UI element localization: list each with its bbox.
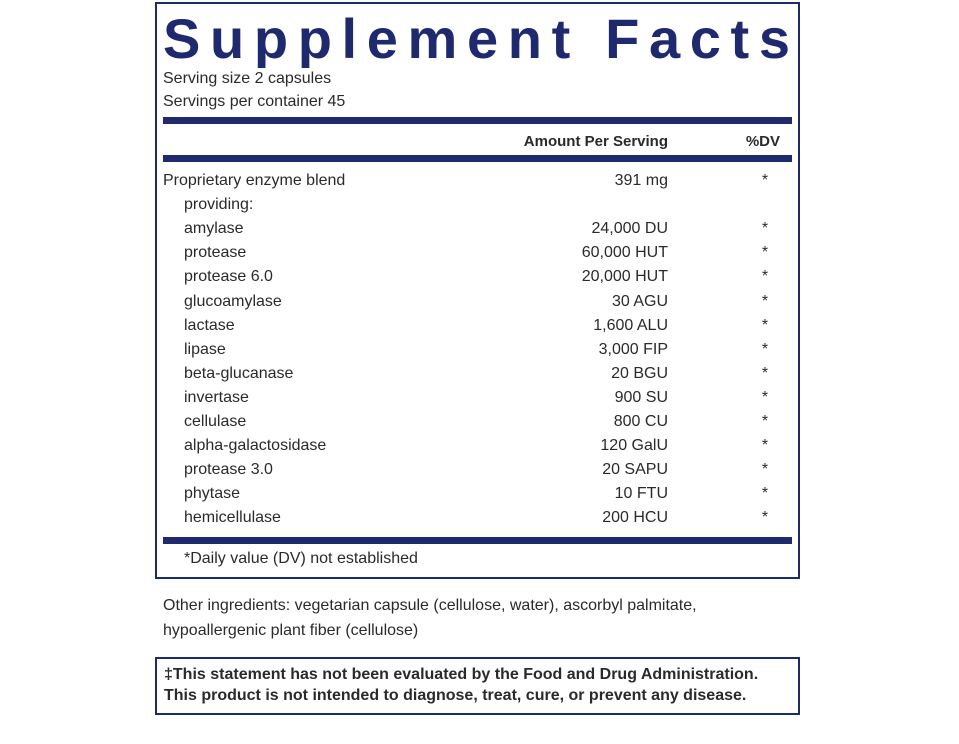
blend-name: Proprietary enzyme blend bbox=[163, 172, 346, 189]
serving-size: Serving size 2 capsules bbox=[163, 70, 332, 87]
amount: 24,000 DU bbox=[591, 220, 669, 238]
ingredient-name: protease 3.0 bbox=[184, 461, 273, 479]
divider bbox=[163, 155, 792, 162]
amount: 1,600 ALU bbox=[593, 316, 668, 334]
amount: 60,000 HUT bbox=[581, 244, 668, 262]
amount: 800 CU bbox=[613, 413, 668, 430]
ingredient-name: phytase bbox=[184, 485, 241, 503]
dv: * bbox=[761, 485, 769, 503]
ingredient-name: lipase bbox=[184, 340, 226, 358]
amount: 120 GalU bbox=[600, 437, 668, 455]
amount: 10 FTU bbox=[614, 485, 668, 503]
ingredient-name: protease 6.0 bbox=[184, 268, 273, 286]
amount: 200 HCU bbox=[602, 509, 668, 527]
dv-header: %DV bbox=[745, 133, 780, 150]
ingredient-name: invertase bbox=[184, 388, 249, 406]
facts-box bbox=[155, 2, 800, 579]
amount: 20 BGU bbox=[611, 364, 668, 382]
dv: * bbox=[761, 268, 769, 286]
amount: 3,000 FIP bbox=[598, 340, 668, 358]
other-ingredients: Other ingredients: vegetarian capsule (c… bbox=[163, 597, 697, 614]
other-ingredients: hypoallergenic plant fiber (cellulose) bbox=[163, 622, 419, 639]
dv: * bbox=[761, 509, 769, 527]
amount-header: Amount Per Serving bbox=[523, 133, 668, 150]
footnote: *Daily value (DV) not established bbox=[184, 550, 418, 567]
blend-note: providing: bbox=[184, 196, 254, 214]
title: Supplement Facts bbox=[163, 8, 790, 68]
disclaimer: ‡This statement has not been evaluated b… bbox=[164, 666, 759, 683]
divider bbox=[163, 537, 792, 544]
divider bbox=[163, 117, 792, 124]
dv: * bbox=[761, 388, 769, 406]
title-svg: Supplement Facts bbox=[163, 8, 790, 68]
dv: * bbox=[761, 461, 769, 479]
ingredient-name: beta-glucanase bbox=[184, 364, 294, 382]
amount: 20 SAPU bbox=[602, 461, 668, 479]
disclaimer: This product is not intended to diagnose… bbox=[164, 687, 747, 704]
ingredient-name: protease bbox=[184, 244, 247, 262]
dv: * bbox=[761, 244, 769, 262]
dv: * bbox=[761, 364, 769, 382]
ingredient-name: amylase bbox=[184, 220, 244, 238]
amount: 391 mg bbox=[614, 172, 668, 189]
dv: * bbox=[761, 220, 769, 238]
servings-per-container: Servings per container 45 bbox=[163, 93, 346, 110]
ingredient-name: cellulase bbox=[184, 413, 247, 430]
disclaimer-box bbox=[155, 657, 800, 715]
amount: 900 SU bbox=[614, 388, 668, 406]
ingredient-name: alpha-galactosidase bbox=[184, 437, 327, 455]
dv: * bbox=[761, 172, 769, 189]
dv: * bbox=[761, 292, 769, 310]
ingredient-name: hemicellulase bbox=[184, 509, 281, 527]
dv: * bbox=[761, 437, 769, 455]
amount: 20,000 HUT bbox=[581, 268, 668, 286]
ingredient-name: lactase bbox=[184, 316, 235, 334]
dv: * bbox=[761, 413, 769, 430]
ingredient-name: glucoamylase bbox=[184, 292, 282, 310]
amount: 30 AGU bbox=[611, 292, 668, 310]
dv: * bbox=[761, 316, 769, 334]
dv: * bbox=[761, 340, 769, 358]
